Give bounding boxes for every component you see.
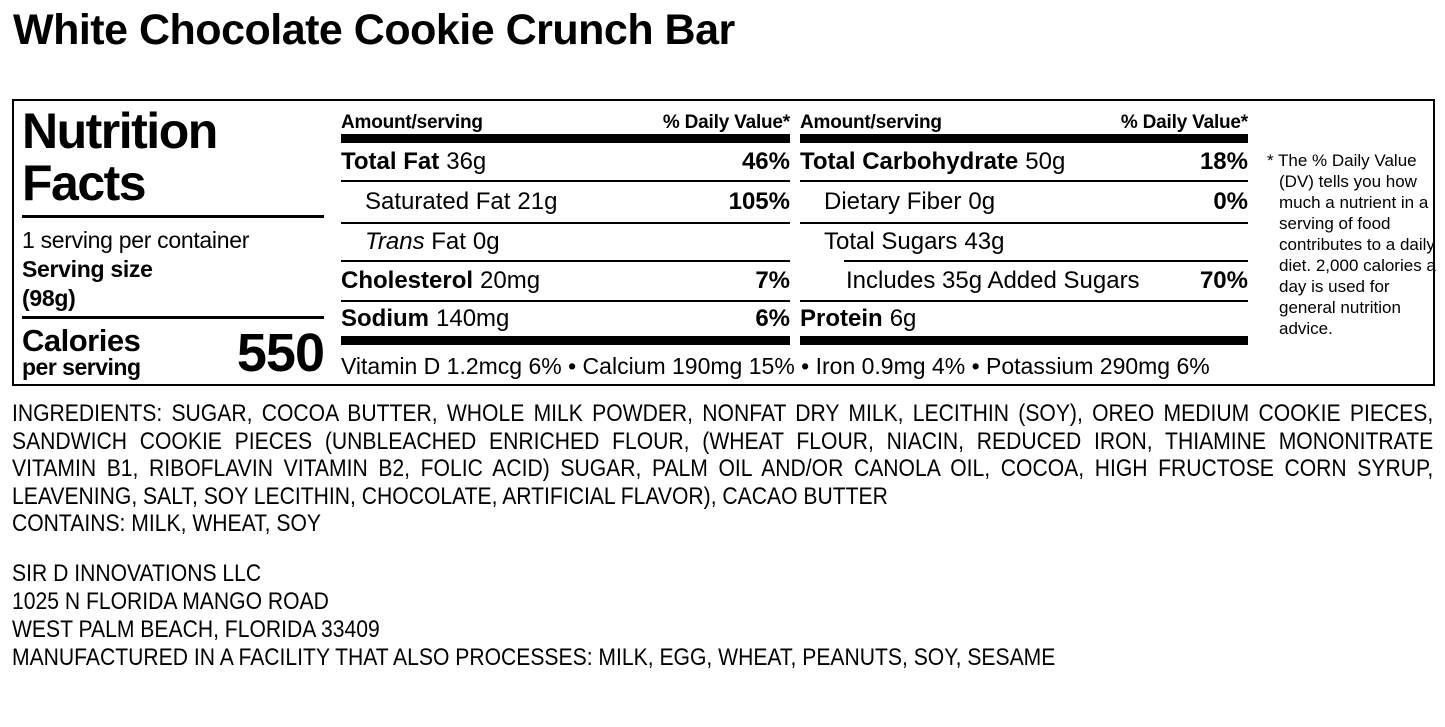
calories-label: Calories: [22, 323, 141, 358]
nutrient-dv: 46%: [741, 147, 790, 175]
divider-thick: [341, 336, 790, 345]
nutrient-name-amount: Trans Fat 0g: [341, 228, 500, 256]
nutrient-name-amount: Includes 35g Added Sugars: [800, 267, 1140, 295]
nutrient-name: Protein: [800, 305, 883, 332]
nutrient-amount: 43g: [964, 228, 1005, 255]
page-title: White Chocolate Cookie Crunch Bar: [13, 6, 735, 54]
serving-size-label: Serving size: [22, 256, 153, 282]
nutrient-name-amount: Cholesterol 20mg: [341, 267, 540, 295]
amount-per-serving-header: Amount/serving: [341, 112, 483, 133]
divider-thin: [800, 222, 1248, 224]
divider-thin: [800, 300, 1248, 302]
row-total-carbohydrate: Total Carbohydrate 50g 18%: [800, 143, 1248, 180]
divider-thin-inset: [844, 260, 1248, 262]
percent-daily-value-header: % Daily Value*: [1120, 112, 1248, 133]
row-cholesterol: Cholesterol 20mg 7%: [341, 262, 790, 300]
manufacturer-address: SIR D INNOVATIONS LLC 1025 N FLORIDA MAN…: [12, 560, 1433, 644]
nutrient-dv: 7%: [755, 267, 790, 294]
nutrient-name: Cholesterol: [341, 267, 474, 294]
nutrient-amount: 140mg: [436, 305, 510, 332]
nutrient-name: Total Carbohydrate: [800, 147, 1019, 175]
nutrient-name: Total Fat: [341, 147, 440, 175]
calories-value: 550: [236, 322, 325, 383]
row-dietary-fiber: Dietary Fiber 0g 0%: [800, 182, 1248, 222]
divider-thin: [341, 180, 790, 182]
allergen-contains-statement: CONTAINS: MILK, WHEAT, SOY: [12, 510, 322, 537]
divider-thick: [341, 134, 790, 143]
row-protein: Protein 6g: [800, 302, 1248, 336]
nutrient-name: Includes 35g Added Sugars: [846, 267, 1140, 294]
row-saturated-fat: Saturated Fat 21g 105%: [341, 182, 790, 222]
divider-thin: [800, 180, 1248, 182]
nutrient-amount: 0g: [472, 228, 500, 255]
calories-labels: Calories per serving: [22, 323, 141, 380]
facility-allergen-notice: MANUFACTURED IN A FACILITY THAT ALSO PRO…: [12, 643, 1056, 671]
servings-per-container: 1 serving per container: [22, 227, 250, 253]
nutrient-dv: 70%: [1199, 267, 1248, 294]
nutrient-name-amount: Protein 6g: [800, 305, 916, 333]
label-text-block: INGREDIENTS: SUGAR, COCOA BUTTER, WHOLE …: [12, 400, 1433, 671]
row-trans-fat: Trans Fat 0g: [341, 224, 790, 260]
nutrient-name-amount: Saturated Fat 21g: [341, 188, 557, 216]
serving-size-value: (98g): [22, 285, 76, 311]
nutrient-amount: 20mg: [480, 267, 541, 294]
nutrient-name: Saturated Fat: [365, 188, 511, 215]
row-sodium: Sodium 140mg 6%: [341, 302, 790, 336]
manufacturer-street: 1025 N FLORIDA MANGO ROAD: [12, 587, 329, 615]
row-total-sugars: Total Sugars 43g: [800, 224, 1248, 260]
nutrition-facts-heading: Nutrition Facts: [22, 105, 324, 209]
nutrient-name-amount: Dietary Fiber 0g: [800, 188, 995, 216]
nutrient-name-italic: Trans: [365, 228, 425, 255]
nutrient-amount: 36g: [446, 147, 487, 175]
manufacturer-name: SIR D INNOVATIONS LLC: [12, 559, 262, 587]
nutrition-facts-left-panel: Nutrition Facts 1 serving per container …: [22, 105, 325, 383]
nutrient-amount: 0g: [968, 188, 996, 215]
percent-daily-value-header: % Daily Value*: [662, 112, 790, 133]
column-right-header: Amount/serving % Daily Value*: [800, 108, 1248, 134]
row-added-sugars: Includes 35g Added Sugars 70%: [800, 262, 1248, 300]
nutrient-name-amount: Total Fat 36g: [341, 148, 486, 176]
nutrition-facts-panel: Nutrition Facts 1 serving per container …: [12, 99, 1436, 386]
nutrient-name: Sodium: [341, 305, 429, 332]
vitamins-minerals-line: Vitamin D 1.2mcg 6% • Calcium 190mg 15% …: [341, 353, 1210, 379]
nutrition-facts-heading-line2: Facts: [22, 155, 147, 211]
divider-above-calories: [22, 316, 324, 319]
nutrient-amount: 50g: [1025, 147, 1066, 175]
nutrient-name-amount: Total Sugars 43g: [800, 228, 1004, 256]
nutrient-dv: 18%: [1199, 147, 1248, 175]
nutrient-amount: 6g: [889, 305, 917, 332]
calories-sublabel: per serving: [22, 354, 141, 380]
nutrient-dv: 6%: [755, 305, 790, 332]
nutrient-name: Total Sugars: [824, 228, 958, 255]
nutrition-facts-heading-line1: Nutrition: [22, 103, 218, 159]
nutrient-column-left: Amount/serving % Daily Value* Total Fat 3…: [341, 108, 790, 345]
nutrient-column-right: Amount/serving % Daily Value* Total Carb…: [800, 108, 1248, 345]
divider-thick: [800, 134, 1248, 143]
manufacturer-city-state-zip: WEST PALM BEACH, FLORIDA 33409: [12, 615, 380, 643]
calories-row: Calories per serving 550: [22, 322, 325, 383]
daily-value-footnote: * The % Daily Value (DV) tells you how m…: [1267, 151, 1436, 338]
nutrient-name: Dietary Fiber: [824, 188, 962, 215]
nutrient-name: Fat: [424, 228, 466, 255]
divider-thin: [341, 260, 790, 262]
divider-thin: [341, 222, 790, 224]
row-total-fat: Total Fat 36g 46%: [341, 143, 790, 180]
nutrient-name-amount: Total Carbohydrate 50g: [800, 148, 1065, 176]
column-left-header: Amount/serving % Daily Value*: [341, 108, 790, 134]
ingredients-statement: INGREDIENTS: SUGAR, COCOA BUTTER, WHOLE …: [12, 400, 1434, 510]
nutrient-dv: 0%: [1213, 188, 1248, 215]
divider-thick: [800, 336, 1248, 345]
nutrient-amount: 21g: [517, 188, 558, 215]
nutrient-dv: 105%: [728, 188, 790, 215]
amount-per-serving-header: Amount/serving: [800, 112, 942, 133]
nutrient-name-amount: Sodium 140mg: [341, 305, 509, 333]
divider-thin: [341, 300, 790, 302]
divider-under-heading: [22, 215, 324, 218]
